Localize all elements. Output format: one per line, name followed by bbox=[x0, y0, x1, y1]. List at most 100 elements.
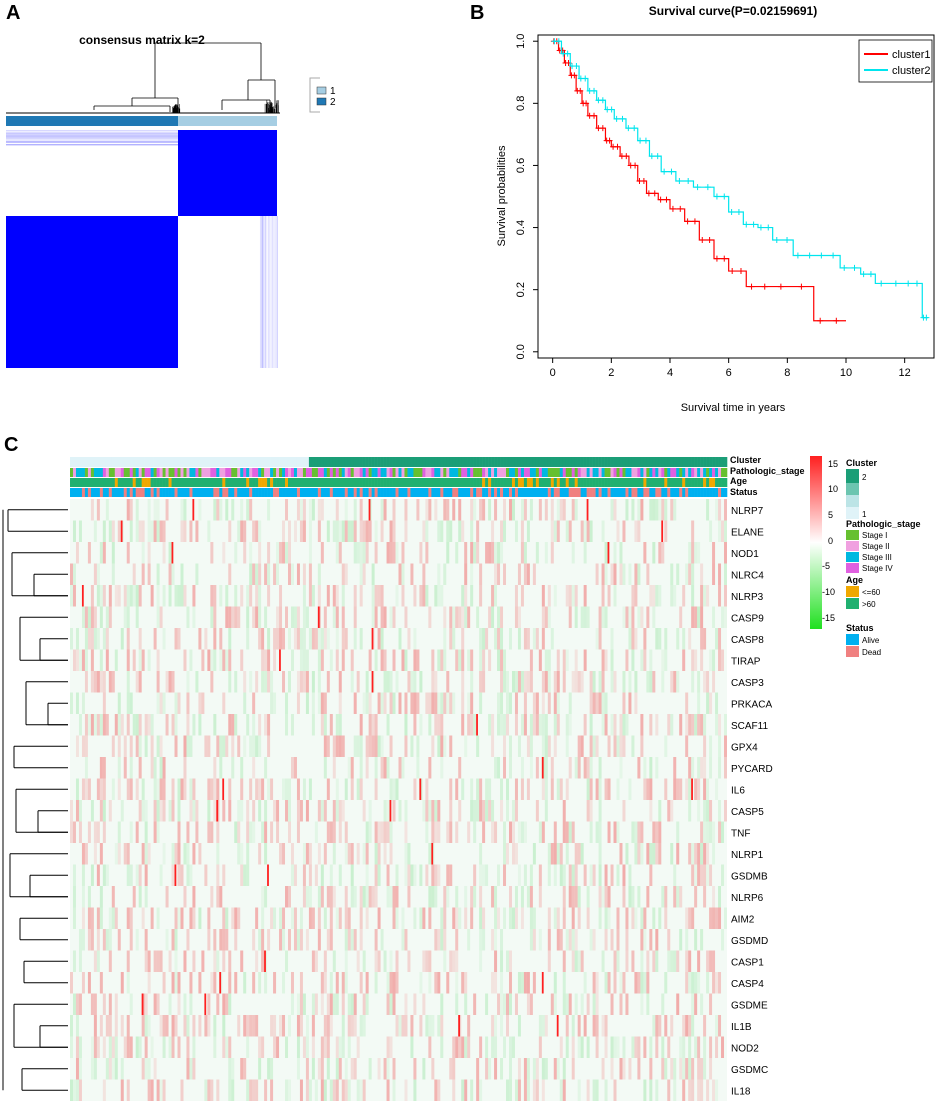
heat-cell bbox=[721, 1036, 725, 1058]
heat-cell bbox=[156, 520, 160, 542]
heat-cell bbox=[440, 1015, 444, 1037]
heat-cell bbox=[613, 671, 617, 693]
heat-cell bbox=[264, 757, 268, 779]
legend-label-2: 2 bbox=[330, 97, 336, 108]
heat-cell bbox=[288, 628, 291, 650]
heat-cell bbox=[544, 714, 548, 736]
heat-cell bbox=[550, 757, 554, 779]
track-cell-status bbox=[335, 488, 340, 497]
track-cell-cluster bbox=[383, 457, 387, 467]
heat-cell bbox=[365, 907, 369, 929]
heat-cell bbox=[117, 714, 121, 736]
heat-cell bbox=[664, 907, 668, 929]
gene-label: SCAF11 bbox=[731, 721, 768, 732]
heat-cell bbox=[344, 563, 348, 585]
track-cell-stage bbox=[356, 468, 360, 477]
heat-cell bbox=[646, 671, 650, 693]
heat-cell bbox=[338, 1036, 342, 1058]
censor-mark bbox=[784, 236, 791, 243]
heat-cell bbox=[688, 1058, 692, 1080]
track-cell-age bbox=[437, 478, 441, 487]
heat-cell bbox=[353, 542, 357, 564]
heat-cell bbox=[228, 972, 232, 994]
track-cell-stage bbox=[673, 468, 677, 477]
heat-cell bbox=[171, 864, 175, 886]
heat-cell bbox=[443, 563, 447, 585]
track-cell-stage bbox=[452, 468, 456, 477]
heat-cell bbox=[189, 1058, 193, 1080]
heat-cell bbox=[356, 671, 360, 693]
heat-cell bbox=[341, 1036, 345, 1058]
track-cell-age bbox=[338, 478, 343, 487]
heat-cell bbox=[111, 542, 115, 564]
heat-cell bbox=[658, 821, 662, 843]
heat-cell bbox=[359, 499, 363, 521]
heat-cell bbox=[356, 1036, 360, 1058]
track-cell-status bbox=[676, 488, 680, 497]
heat-cell bbox=[273, 563, 277, 585]
track-cell-stage bbox=[123, 468, 128, 477]
heat-cell bbox=[156, 499, 160, 521]
heat-cell bbox=[237, 821, 241, 843]
heat-cell bbox=[320, 628, 324, 650]
track-cell-stage bbox=[231, 468, 235, 477]
heat-cell bbox=[75, 1058, 79, 1080]
heat-cell bbox=[458, 757, 462, 779]
track-cell-age bbox=[93, 478, 98, 487]
heat-cell-high bbox=[264, 950, 266, 972]
heat-cell bbox=[523, 563, 527, 585]
heat-cell bbox=[243, 864, 247, 886]
heat-cell bbox=[228, 800, 232, 822]
track-cell-stage bbox=[302, 468, 307, 477]
heat-cell bbox=[514, 800, 518, 822]
heat-cell bbox=[380, 821, 384, 843]
censor-mark bbox=[743, 221, 750, 228]
heat-cell bbox=[129, 821, 133, 843]
heat-cell bbox=[467, 929, 471, 951]
heat-cell bbox=[108, 1015, 112, 1037]
heat-cell bbox=[682, 649, 686, 671]
heat-cell bbox=[258, 542, 262, 564]
track-cell-cluster bbox=[323, 457, 328, 467]
heat-cell bbox=[652, 585, 656, 607]
heat-cell bbox=[517, 821, 521, 843]
track-cell-stage bbox=[425, 468, 429, 477]
heat-cell bbox=[329, 714, 333, 736]
heat-cell bbox=[216, 735, 220, 757]
track-cell-status bbox=[70, 488, 74, 497]
heat-cell bbox=[78, 993, 82, 1015]
track-cell-stage bbox=[652, 468, 656, 477]
heat-cell bbox=[362, 843, 366, 865]
heat-cell bbox=[437, 821, 441, 843]
track-cell-status bbox=[311, 488, 316, 497]
heat-cell bbox=[96, 907, 100, 929]
track-cell-age bbox=[144, 478, 148, 487]
heat-cell bbox=[108, 606, 112, 628]
heat-cell bbox=[449, 864, 453, 886]
track-cell-cluster bbox=[553, 457, 558, 467]
heat-cell bbox=[661, 886, 665, 908]
track-cell-cluster bbox=[547, 457, 552, 467]
track-cell-status bbox=[607, 488, 611, 497]
heat-cell bbox=[595, 778, 599, 800]
heat-cell bbox=[598, 778, 602, 800]
track-cell-status bbox=[243, 488, 247, 497]
heat-cell bbox=[99, 1015, 103, 1037]
heat-cell bbox=[213, 649, 217, 671]
heat-cell bbox=[70, 628, 73, 650]
track-cell-stage bbox=[204, 468, 208, 477]
heat-cell bbox=[455, 606, 459, 628]
track-cell-cluster bbox=[222, 457, 226, 467]
heat-cell bbox=[93, 993, 97, 1015]
track-cell-age bbox=[246, 478, 250, 487]
dendro-branch bbox=[29, 874, 68, 898]
survival-legend-box bbox=[858, 39, 933, 83]
track-cell-stage bbox=[338, 468, 343, 477]
heat-cell bbox=[377, 950, 381, 972]
heat-cell bbox=[434, 585, 438, 607]
heat-cell bbox=[81, 778, 85, 800]
track-cell-status bbox=[99, 488, 104, 497]
track-cell-stage bbox=[589, 468, 593, 477]
track-cell-cluster bbox=[302, 457, 307, 467]
track-cell-age bbox=[111, 478, 116, 487]
